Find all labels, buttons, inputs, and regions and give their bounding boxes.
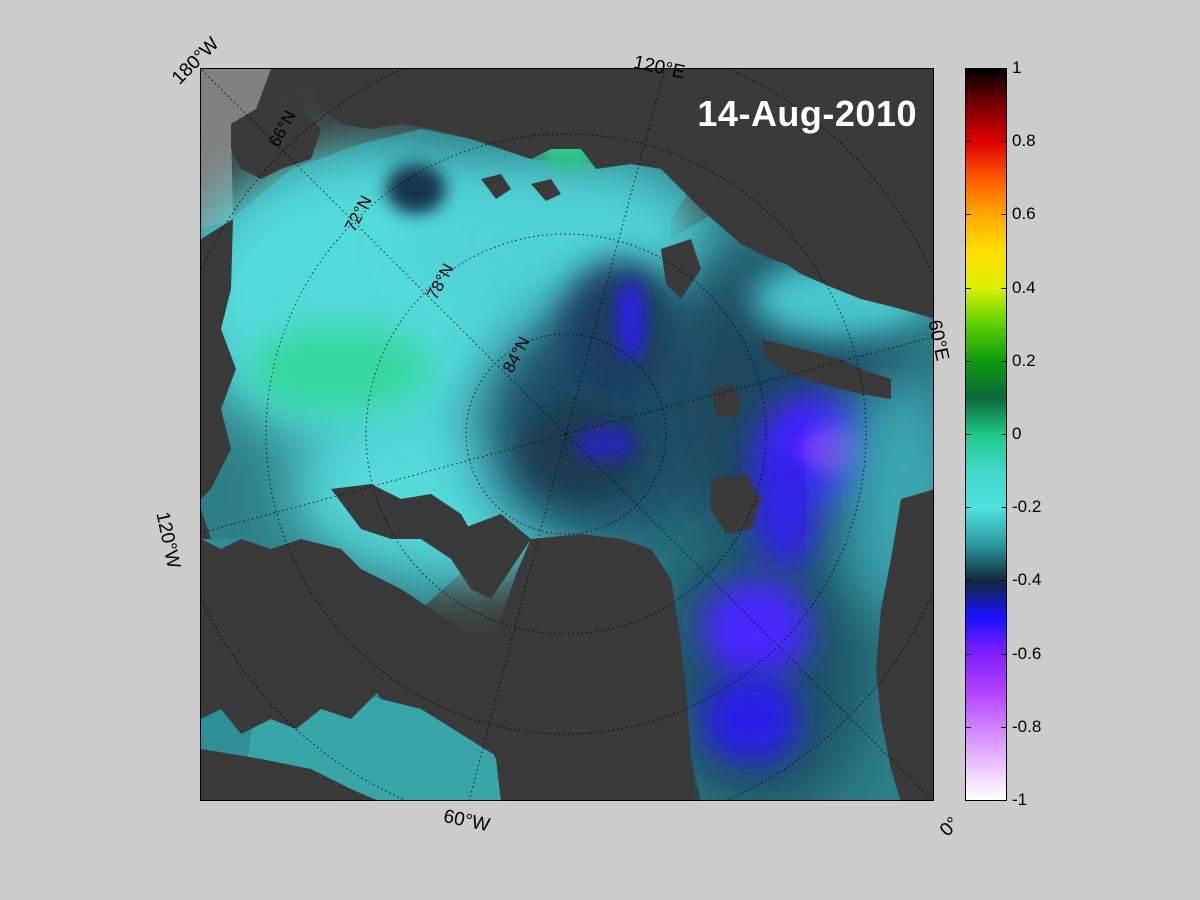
colorbar-tick-label: -0.4 bbox=[1012, 570, 1042, 590]
colorbar-tick-label: 0.8 bbox=[1012, 131, 1036, 151]
colorbar-tick-label: 0.2 bbox=[1012, 350, 1036, 370]
latitude-circle-84 bbox=[465, 333, 667, 535]
colorbar-tick-mark bbox=[965, 68, 971, 69]
colorbar-tick-mark bbox=[965, 800, 971, 801]
greenland bbox=[466, 534, 696, 800]
canadian-islands bbox=[236, 604, 311, 669]
franz-josef-land bbox=[711, 384, 741, 419]
canadian-islands bbox=[331, 484, 481, 559]
severnaya-zemlya bbox=[661, 239, 701, 299]
colorbar-tick-mark bbox=[965, 434, 971, 435]
scandinavia bbox=[876, 489, 933, 800]
alaska bbox=[201, 219, 236, 499]
polar-map bbox=[201, 69, 933, 800]
anomaly-field bbox=[201, 119, 933, 800]
no-data-region bbox=[201, 69, 271, 239]
green-region bbox=[251, 324, 431, 414]
map-panel: 14-Aug-2010 66°N 72°N 78°N 84°N bbox=[200, 68, 934, 801]
meridian-60w bbox=[468, 433, 567, 800]
colorbar-tick-mark bbox=[1001, 434, 1007, 435]
colorbar-tick-mark bbox=[965, 726, 971, 728]
colorbar-tick-mark bbox=[1001, 214, 1007, 216]
colorbar-tick-label: -0.6 bbox=[1012, 643, 1042, 663]
colorbar-tick-mark bbox=[1001, 68, 1007, 69]
dark-region bbox=[386, 164, 446, 214]
island-spot bbox=[531, 179, 561, 201]
colorbar-tick-mark bbox=[965, 360, 971, 362]
svalbard bbox=[711, 474, 761, 534]
colorbar-tick-mark bbox=[1001, 580, 1007, 582]
colorbar-tick-mark bbox=[965, 653, 971, 655]
meridian-60e bbox=[565, 336, 933, 435]
colorbar bbox=[965, 68, 1007, 801]
blue-region bbox=[701, 674, 801, 764]
blue-region bbox=[617, 279, 645, 359]
colorbar-tick-mark bbox=[965, 507, 971, 509]
meridian-180 bbox=[201, 69, 567, 435]
colorbar-tick-label: -0.8 bbox=[1012, 716, 1042, 736]
meridian-120e bbox=[565, 69, 666, 435]
blue-region bbox=[751, 449, 821, 569]
lon-label-0: 0° bbox=[936, 813, 964, 841]
colorbar-tick-label: 1 bbox=[1012, 58, 1022, 77]
colorbar-tick-label: 0 bbox=[1012, 424, 1022, 443]
meridian-120w bbox=[201, 433, 567, 534]
colorbar-tick-label: 0.6 bbox=[1012, 204, 1036, 224]
colorbar-tick-mark bbox=[965, 287, 971, 289]
graticule bbox=[201, 69, 933, 800]
canadian-archipelago bbox=[201, 539, 471, 734]
blue-region bbox=[701, 579, 811, 679]
colorbar-tick-mark bbox=[1001, 800, 1007, 801]
west-lower-land bbox=[201, 749, 377, 800]
taymyr bbox=[761, 209, 933, 319]
date-title: 14-Aug-2010 bbox=[697, 93, 917, 134]
colorbar-tick-mark bbox=[965, 214, 971, 216]
colorbar-tick-label: -0.2 bbox=[1012, 497, 1042, 517]
colorbar-tick-mark bbox=[1001, 507, 1007, 509]
colorbar-tick-label: -1 bbox=[1012, 790, 1028, 809]
colorbar-tick-mark bbox=[1001, 653, 1007, 655]
lon-label-60w: 60°W bbox=[441, 806, 492, 837]
colorbar-tick-mark bbox=[1001, 726, 1007, 728]
colorbar-tick-label: 0.4 bbox=[1012, 277, 1036, 297]
latitude-circle-72 bbox=[265, 133, 867, 735]
colorbar-tick-mark bbox=[1001, 141, 1007, 143]
chukotka bbox=[231, 99, 321, 179]
colorbar-tick-mark bbox=[1001, 287, 1007, 289]
colorbar-tick-mark bbox=[1001, 360, 1007, 362]
colorbar-tick-mark bbox=[965, 141, 971, 143]
lon-label-120w: 120°W bbox=[151, 510, 184, 571]
island-spot bbox=[481, 174, 511, 199]
latitude-circle-78 bbox=[365, 233, 767, 635]
ellesmere bbox=[451, 514, 531, 599]
blue-region bbox=[576, 426, 636, 462]
land-masses bbox=[201, 69, 933, 800]
novaya-zemlya bbox=[761, 339, 891, 399]
colorbar-tick-mark bbox=[965, 580, 971, 582]
